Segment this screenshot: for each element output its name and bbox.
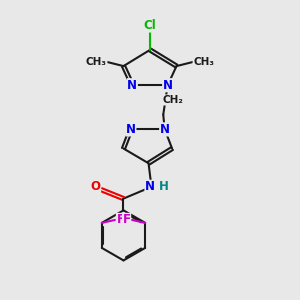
Text: N: N [127,79,137,92]
Text: H: H [159,180,169,193]
Text: N: N [145,180,155,193]
Text: O: O [91,180,100,193]
Text: CH₃: CH₃ [193,57,214,67]
Text: CH₂: CH₂ [162,95,183,105]
Text: F: F [116,213,124,226]
Text: Cl: Cl [144,19,156,32]
Text: CH₃: CH₃ [86,57,107,67]
Text: N: N [126,123,136,136]
Text: N: N [163,79,173,92]
Text: N: N [160,123,170,136]
Text: F: F [123,213,130,226]
